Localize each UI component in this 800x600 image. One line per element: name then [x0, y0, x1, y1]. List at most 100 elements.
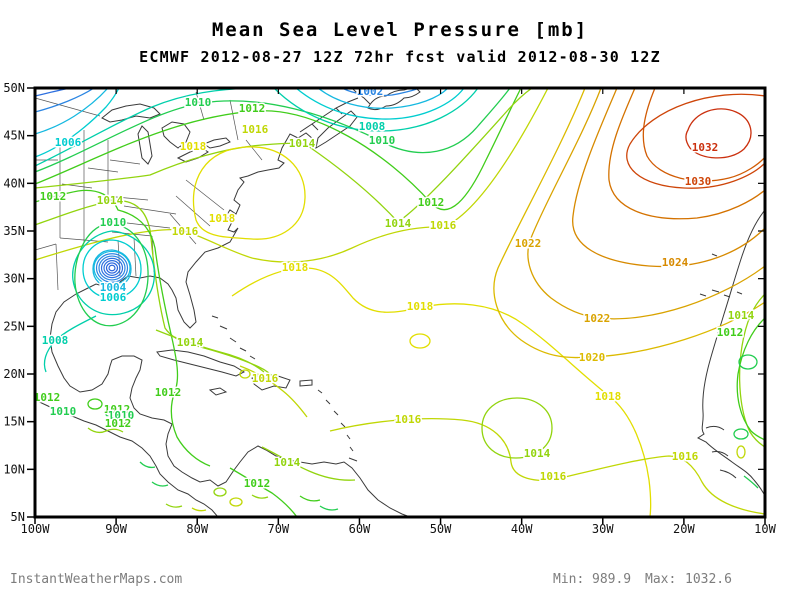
contour-line-1026: [608, 88, 765, 220]
contour-line-1020: [493, 88, 765, 359]
lon-label: 60W: [349, 522, 371, 536]
contour-label-1010: 1010: [108, 409, 135, 422]
contour-label-1006: 1006: [55, 136, 82, 149]
lon-label: 70W: [267, 522, 289, 536]
contour-line-1012: [87, 398, 103, 410]
min-label: Min:: [553, 572, 584, 587]
contour-line-1014: [251, 494, 269, 499]
contour-line-1008: [43, 315, 97, 373]
coastline-path: [699, 253, 743, 298]
contour-label-1012: 1012: [239, 102, 266, 115]
state-border-path: [229, 99, 239, 141]
contour-line-1014: [261, 446, 356, 481]
cyclone-ring: [108, 264, 116, 272]
state-border-path: [35, 97, 101, 117]
contour-line-1008: [72, 230, 155, 316]
contour-line-1022: [527, 88, 765, 320]
map-frame: [33, 86, 767, 519]
coastline-path: [705, 425, 737, 479]
state-border-path: [105, 195, 149, 201]
contour-line-1006: [82, 239, 142, 299]
contour-label-1022: 1022: [584, 312, 611, 325]
contour-label-1012: 1012: [244, 477, 271, 490]
state-border-path: [123, 205, 177, 215]
contour-label-1014: 1014: [97, 194, 124, 207]
contour-line-1008: [35, 88, 253, 167]
contour-label-1016: 1016: [242, 123, 269, 136]
contour-line-1016: [239, 365, 308, 418]
contour-line-1012: [113, 416, 127, 426]
coastline-path: [208, 387, 228, 396]
contour-line-1018: [192, 146, 306, 240]
contour-line-1014: [87, 427, 124, 434]
contour-line-1014: [213, 487, 227, 497]
coastline-path: [49, 132, 411, 517]
contour-label-1020: 1020: [579, 351, 606, 364]
contour-line-1012: [736, 317, 765, 441]
lat-label: 50N: [3, 81, 25, 95]
cyclone-ring: [105, 262, 119, 274]
coastline-path: [211, 315, 256, 360]
contour-label-1016: 1016: [395, 413, 422, 426]
lon-label: 100W: [21, 522, 51, 536]
contour-label-1010: 1010: [185, 96, 212, 109]
contour-line-1016: [191, 507, 207, 512]
cyclone-ring: [103, 260, 121, 276]
lat-label: 40N: [3, 176, 25, 190]
cyclone-ring: [93, 250, 131, 286]
lon-label: 40W: [511, 522, 533, 536]
contour-label-1018: 1018: [209, 212, 236, 225]
contour-label-1018: 1018: [407, 300, 434, 313]
lon-label: 20W: [673, 522, 695, 536]
contour-line-1010: [319, 505, 339, 511]
contour-line-1018: [409, 333, 431, 349]
contour-line-1002: [35, 88, 95, 113]
lat-label: 15N: [3, 415, 25, 429]
coastline-path: [156, 349, 246, 377]
contour-label-1014: 1014: [177, 336, 204, 349]
contour-label-1016: 1016: [672, 450, 699, 463]
contour-line-1010: [151, 481, 169, 487]
coastline-path: [299, 88, 371, 133]
cyclone-ring: [98, 255, 126, 281]
state-border-path: [109, 159, 141, 165]
contour-label-1014: 1014: [524, 447, 551, 460]
watermark-site: InstantWeatherMaps.com: [10, 572, 182, 587]
coastline-path: [137, 125, 153, 165]
contour-label-1012: 1012: [104, 403, 131, 416]
contour-line-1012: [35, 88, 522, 211]
contour-line-1008: [273, 88, 479, 132]
state-border-path: [87, 167, 119, 173]
contour-line-1014: [155, 329, 265, 373]
lon-label: 80W: [186, 522, 208, 536]
contour-label-1010: 1010: [50, 405, 77, 418]
contour-line-1010: [104, 406, 118, 418]
min-value: 989.9: [592, 572, 631, 587]
coastline-path: [251, 373, 291, 391]
coastline-path: [317, 389, 358, 462]
contour-label-1004: 1004: [100, 281, 127, 294]
contour-line-1016: [229, 497, 243, 507]
contour-label-1012: 1012: [105, 417, 132, 430]
coastline-path: [176, 147, 209, 163]
contour-label-1006: 1006: [100, 291, 127, 304]
contour-label-1014: 1014: [728, 309, 755, 322]
contour-label-1012: 1012: [155, 386, 182, 399]
contour-label-1016: 1016: [540, 470, 567, 483]
contour-line-1016: [239, 369, 251, 379]
contour-line-1014: [165, 503, 183, 508]
lat-label: 5N: [11, 510, 25, 524]
contour-label-1012: 1012: [34, 391, 61, 404]
contour-label-1022: 1022: [515, 237, 542, 250]
contour-line-1012: [299, 495, 321, 502]
coastline-path: [161, 121, 191, 149]
contour-line-1004: [92, 249, 132, 288]
pressure-contours: [35, 88, 765, 517]
lon-label: 30W: [592, 522, 614, 536]
contour-label-1018: 1018: [595, 390, 622, 403]
state-border-path: [185, 179, 225, 211]
